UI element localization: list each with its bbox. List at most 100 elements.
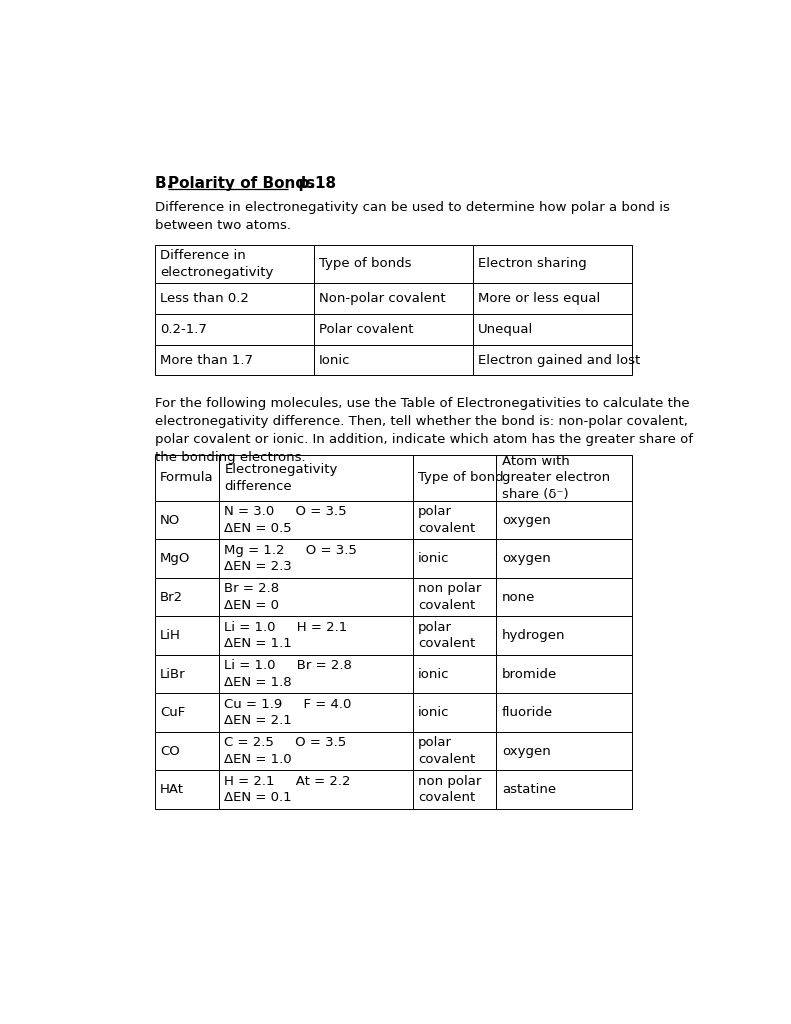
Bar bbox=[155, 345, 314, 376]
Bar bbox=[497, 770, 632, 809]
Text: oxygen: oxygen bbox=[501, 744, 551, 758]
Bar bbox=[473, 313, 632, 345]
Text: Br = 2.8
ΔEN = 0: Br = 2.8 ΔEN = 0 bbox=[225, 583, 279, 612]
Bar bbox=[155, 655, 219, 693]
Text: Electron gained and lost: Electron gained and lost bbox=[479, 353, 641, 367]
Text: bromide: bromide bbox=[501, 668, 557, 681]
Text: More than 1.7: More than 1.7 bbox=[160, 353, 253, 367]
Bar bbox=[219, 655, 413, 693]
Bar bbox=[497, 693, 632, 732]
Text: HAt: HAt bbox=[160, 783, 184, 797]
Text: Electron sharing: Electron sharing bbox=[479, 257, 587, 270]
Text: Br2: Br2 bbox=[160, 591, 184, 604]
Bar bbox=[314, 283, 473, 313]
Bar bbox=[473, 245, 632, 283]
Bar bbox=[413, 732, 497, 770]
Text: Non-polar covalent: Non-polar covalent bbox=[320, 292, 446, 305]
Bar bbox=[314, 313, 473, 345]
Text: Polarity of Bonds: Polarity of Bonds bbox=[168, 176, 316, 191]
Bar bbox=[413, 693, 497, 732]
Bar bbox=[155, 693, 219, 732]
Bar bbox=[314, 245, 473, 283]
Bar bbox=[155, 283, 314, 313]
Bar bbox=[219, 732, 413, 770]
Text: Formula: Formula bbox=[160, 471, 214, 484]
Bar bbox=[219, 455, 413, 501]
Bar bbox=[413, 578, 497, 616]
Text: none: none bbox=[501, 591, 536, 604]
Text: More or less equal: More or less equal bbox=[479, 292, 600, 305]
Bar bbox=[413, 540, 497, 578]
Text: Difference in
electronegativity: Difference in electronegativity bbox=[160, 249, 274, 279]
Bar bbox=[155, 313, 314, 345]
Text: Electronegativity
difference: Electronegativity difference bbox=[225, 463, 338, 493]
Text: LiBr: LiBr bbox=[160, 668, 186, 681]
Bar bbox=[497, 540, 632, 578]
Text: Li = 1.0     Br = 2.8
ΔEN = 1.8: Li = 1.0 Br = 2.8 ΔEN = 1.8 bbox=[225, 659, 352, 689]
Text: ionic: ionic bbox=[418, 707, 449, 719]
Bar bbox=[413, 455, 497, 501]
Bar bbox=[219, 616, 413, 655]
Text: For the following molecules, use the Table of Electronegativities to calculate t: For the following molecules, use the Tab… bbox=[155, 397, 693, 464]
Bar bbox=[155, 770, 219, 809]
Text: Less than 0.2: Less than 0.2 bbox=[160, 292, 249, 305]
Bar bbox=[497, 732, 632, 770]
Text: Ionic: Ionic bbox=[320, 353, 350, 367]
Text: p.18: p.18 bbox=[289, 176, 336, 191]
Text: N = 3.0     O = 3.5
ΔEN = 0.5: N = 3.0 O = 3.5 ΔEN = 0.5 bbox=[225, 506, 347, 535]
Bar bbox=[497, 616, 632, 655]
Text: CO: CO bbox=[160, 744, 180, 758]
Text: Li = 1.0     H = 2.1
ΔEN = 1.1: Li = 1.0 H = 2.1 ΔEN = 1.1 bbox=[225, 621, 348, 650]
Bar bbox=[219, 693, 413, 732]
Text: polar
covalent: polar covalent bbox=[418, 506, 475, 535]
Bar bbox=[413, 501, 497, 540]
Text: 0.2-1.7: 0.2-1.7 bbox=[160, 323, 207, 336]
Text: Difference in electronegativity can be used to determine how polar a bond is
bet: Difference in electronegativity can be u… bbox=[155, 201, 669, 231]
Bar bbox=[413, 770, 497, 809]
Text: H = 2.1     At = 2.2
ΔEN = 0.1: H = 2.1 At = 2.2 ΔEN = 0.1 bbox=[225, 775, 351, 805]
Text: Type of bond: Type of bond bbox=[418, 471, 504, 484]
Bar bbox=[413, 655, 497, 693]
Text: C = 2.5     O = 3.5
ΔEN = 1.0: C = 2.5 O = 3.5 ΔEN = 1.0 bbox=[225, 736, 346, 766]
Bar bbox=[155, 245, 314, 283]
Text: non polar
covalent: non polar covalent bbox=[418, 775, 482, 805]
Text: B.: B. bbox=[155, 176, 177, 191]
Text: oxygen: oxygen bbox=[501, 552, 551, 565]
Text: NO: NO bbox=[160, 514, 180, 526]
Text: Mg = 1.2     O = 3.5
ΔEN = 2.3: Mg = 1.2 O = 3.5 ΔEN = 2.3 bbox=[225, 544, 358, 573]
Text: polar
covalent: polar covalent bbox=[418, 621, 475, 650]
Text: CuF: CuF bbox=[160, 707, 185, 719]
Bar bbox=[155, 455, 219, 501]
Text: polar
covalent: polar covalent bbox=[418, 736, 475, 766]
Text: Cu = 1.9     F = 4.0
ΔEN = 2.1: Cu = 1.9 F = 4.0 ΔEN = 2.1 bbox=[225, 698, 352, 727]
Bar bbox=[497, 501, 632, 540]
Bar bbox=[155, 501, 219, 540]
Text: ionic: ionic bbox=[418, 552, 449, 565]
Bar bbox=[473, 283, 632, 313]
Bar bbox=[219, 578, 413, 616]
Text: Atom with
greater electron
share (δ⁻): Atom with greater electron share (δ⁻) bbox=[501, 455, 610, 501]
Bar bbox=[219, 501, 413, 540]
Bar bbox=[155, 732, 219, 770]
Bar bbox=[155, 616, 219, 655]
Bar bbox=[155, 540, 219, 578]
Text: LiH: LiH bbox=[160, 629, 181, 642]
Bar bbox=[219, 770, 413, 809]
Text: non polar
covalent: non polar covalent bbox=[418, 583, 482, 612]
Bar bbox=[497, 655, 632, 693]
Bar bbox=[497, 578, 632, 616]
Text: MgO: MgO bbox=[160, 552, 191, 565]
Text: Polar covalent: Polar covalent bbox=[320, 323, 414, 336]
Text: astatine: astatine bbox=[501, 783, 556, 797]
Bar bbox=[497, 455, 632, 501]
Text: Type of bonds: Type of bonds bbox=[320, 257, 412, 270]
Text: fluoride: fluoride bbox=[501, 707, 553, 719]
Text: hydrogen: hydrogen bbox=[501, 629, 566, 642]
Bar bbox=[473, 345, 632, 376]
Bar bbox=[219, 540, 413, 578]
Bar bbox=[155, 578, 219, 616]
Bar bbox=[314, 345, 473, 376]
Text: oxygen: oxygen bbox=[501, 514, 551, 526]
Text: Unequal: Unequal bbox=[479, 323, 534, 336]
Bar bbox=[413, 616, 497, 655]
